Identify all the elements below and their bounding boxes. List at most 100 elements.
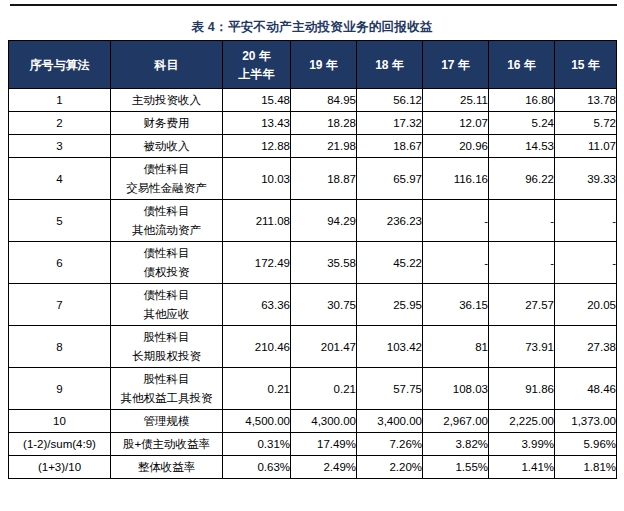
subject-cell: 债性科目其他应收: [111, 284, 223, 326]
value-cell: 20.05: [555, 284, 617, 326]
value-cell: 11.07: [555, 135, 617, 158]
seq-cell: 6: [9, 242, 111, 284]
value-cell: 108.03: [423, 368, 489, 410]
value-cell: 36.15: [423, 284, 489, 326]
value-cell: 65.97: [357, 158, 423, 200]
subject-cell: 财务费用: [111, 112, 223, 135]
value-cell: 73.91: [489, 326, 555, 368]
subject-cell: 股性科目其他权益工具投资: [111, 368, 223, 410]
value-cell: 27.38: [555, 326, 617, 368]
value-cell: 84.95: [291, 89, 357, 112]
value-cell: 1.41%: [489, 456, 555, 479]
value-cell: 13.78: [555, 89, 617, 112]
value-cell: 5.72: [555, 112, 617, 135]
seq-cell: 7: [9, 284, 111, 326]
header-cell: 18 年: [357, 41, 423, 89]
value-cell: 236.23: [357, 200, 423, 242]
value-cell: 17.49%: [291, 433, 357, 456]
seq-cell: 3: [9, 135, 111, 158]
value-cell: 48.46: [555, 368, 617, 410]
value-cell: 3.99%: [489, 433, 555, 456]
header-row: 序号与算法科目20 年上半年19 年18 年17 年16 年15 年: [9, 41, 617, 89]
table-row: 3被动收入12.8821.9818.6720.9614.5311.07: [9, 135, 617, 158]
subject-cell: 债性科目交易性金融资产: [111, 158, 223, 200]
header-cell: 序号与算法: [9, 41, 111, 89]
table-row: (1-2)/sum(4:9)股+债主动收益率0.31%17.49%7.26%3.…: [9, 433, 617, 456]
subject-cell: 主动投资收入: [111, 89, 223, 112]
value-cell: 39.33: [555, 158, 617, 200]
value-cell: 7.26%: [357, 433, 423, 456]
table-row: 10管理规模4,500.004,300.003,400.002,967.002,…: [9, 410, 617, 433]
value-cell: 96.22: [489, 158, 555, 200]
return-income-table: 序号与算法科目20 年上半年19 年18 年17 年16 年15 年 1主动投资…: [8, 40, 617, 479]
value-cell: 3,400.00: [357, 410, 423, 433]
header-cell: 15 年: [555, 41, 617, 89]
table-body: 1主动投资收入15.4884.9556.1225.1116.8013.782财务…: [9, 89, 617, 479]
value-cell: 81: [423, 326, 489, 368]
value-cell: 56.12: [357, 89, 423, 112]
subject-cell: 被动收入: [111, 135, 223, 158]
value-cell: 13.43: [223, 112, 291, 135]
value-cell: 25.95: [357, 284, 423, 326]
seq-cell: 8: [9, 326, 111, 368]
value-cell: 3.82%: [423, 433, 489, 456]
value-cell: 2,225.00: [489, 410, 555, 433]
value-cell: 63.36: [223, 284, 291, 326]
value-cell: 16.80: [489, 89, 555, 112]
value-cell: 12.07: [423, 112, 489, 135]
header-cell: 20 年上半年: [223, 41, 291, 89]
value-cell: 57.75: [357, 368, 423, 410]
header-cell: 16 年: [489, 41, 555, 89]
value-cell: 5.96%: [555, 433, 617, 456]
header-cell: 17 年: [423, 41, 489, 89]
top-divider-rule: [10, 4, 617, 6]
value-cell: -: [423, 200, 489, 242]
subject-cell: 债性科目债权投资: [111, 242, 223, 284]
table-row: 2财务费用13.4318.2817.3212.075.245.72: [9, 112, 617, 135]
seq-cell: 4: [9, 158, 111, 200]
value-cell: 17.32: [357, 112, 423, 135]
table-header: 序号与算法科目20 年上半年19 年18 年17 年16 年15 年: [9, 41, 617, 89]
value-cell: 0.21: [223, 368, 291, 410]
value-cell: 2.20%: [357, 456, 423, 479]
value-cell: -: [555, 200, 617, 242]
value-cell: 12.88: [223, 135, 291, 158]
value-cell: 103.42: [357, 326, 423, 368]
value-cell: 2.49%: [291, 456, 357, 479]
value-cell: 211.08: [223, 200, 291, 242]
value-cell: 30.75: [291, 284, 357, 326]
subject-cell: 管理规模: [111, 410, 223, 433]
value-cell: 94.29: [291, 200, 357, 242]
value-cell: -: [555, 242, 617, 284]
value-cell: 2,967.00: [423, 410, 489, 433]
value-cell: 91.86: [489, 368, 555, 410]
subject-cell: 股+债主动收益率: [111, 433, 223, 456]
value-cell: 18.87: [291, 158, 357, 200]
header-cell: 科目: [111, 41, 223, 89]
value-cell: 14.53: [489, 135, 555, 158]
table-row: 1主动投资收入15.4884.9556.1225.1116.8013.78: [9, 89, 617, 112]
value-cell: 18.67: [357, 135, 423, 158]
seq-cell: 10: [9, 410, 111, 433]
value-cell: -: [423, 242, 489, 284]
value-cell: 27.57: [489, 284, 555, 326]
value-cell: 20.96: [423, 135, 489, 158]
value-cell: 172.49: [223, 242, 291, 284]
value-cell: 1.81%: [555, 456, 617, 479]
value-cell: 21.98: [291, 135, 357, 158]
value-cell: 116.16: [423, 158, 489, 200]
value-cell: 25.11: [423, 89, 489, 112]
seq-cell: (1-2)/sum(4:9): [9, 433, 111, 456]
seq-cell: 5: [9, 200, 111, 242]
value-cell: 45.22: [357, 242, 423, 284]
table-row: 4债性科目交易性金融资产10.0318.8765.97116.1696.2239…: [9, 158, 617, 200]
value-cell: 10.03: [223, 158, 291, 200]
value-cell: 4,500.00: [223, 410, 291, 433]
table-row: 8股性科目长期股权投资210.46201.47103.428173.9127.3…: [9, 326, 617, 368]
table-row: 9股性科目其他权益工具投资0.210.2157.75108.0391.8648.…: [9, 368, 617, 410]
value-cell: 0.31%: [223, 433, 291, 456]
value-cell: 5.24: [489, 112, 555, 135]
header-cell: 19 年: [291, 41, 357, 89]
value-cell: 1.55%: [423, 456, 489, 479]
subject-cell: 债性科目其他流动资产: [111, 200, 223, 242]
